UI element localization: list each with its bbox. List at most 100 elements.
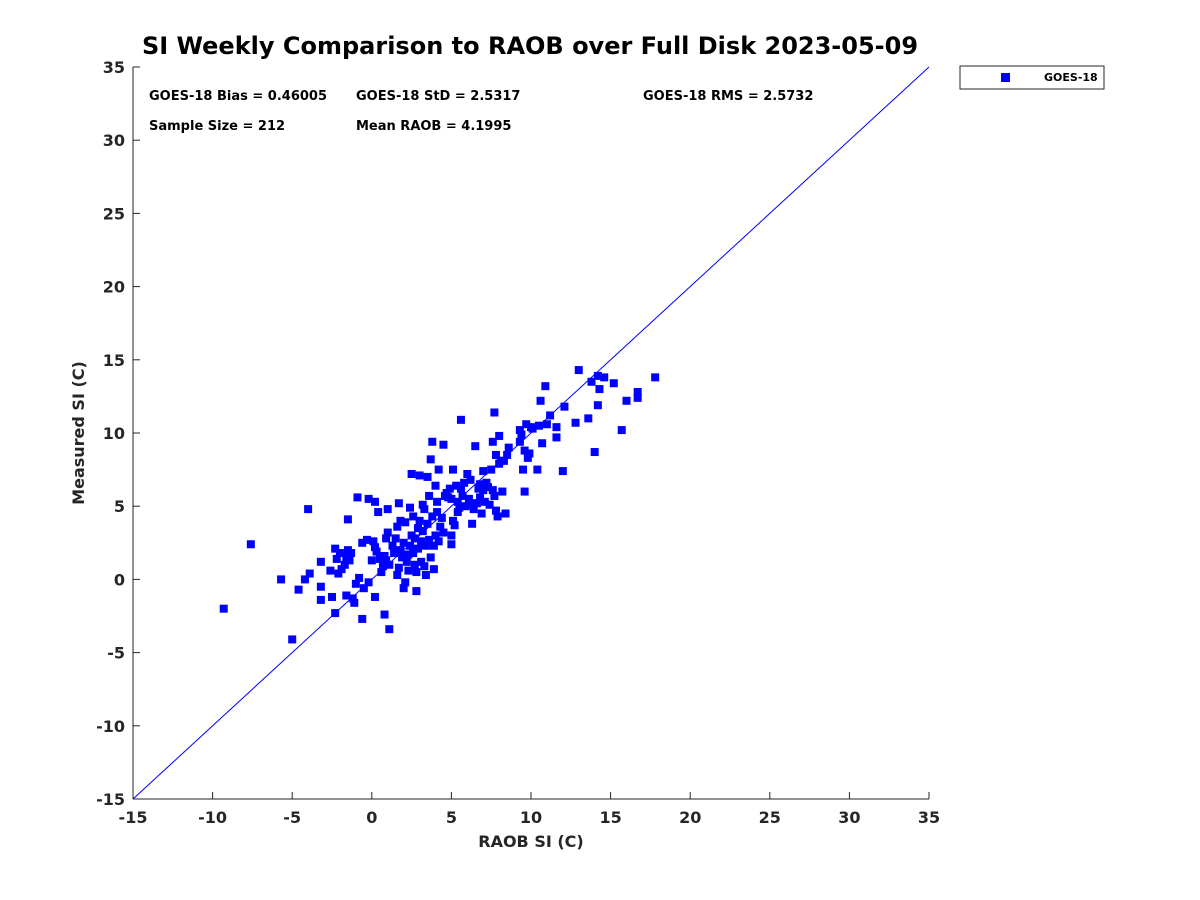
scatter-point [448, 465, 457, 474]
y-tick-label: 15 [103, 351, 125, 370]
scatter-point [431, 531, 440, 540]
scatter-point [326, 566, 335, 575]
scatter-point [493, 512, 502, 521]
reference-line-group [132, 66, 930, 800]
scatter-point [394, 563, 403, 572]
scatter-point [407, 469, 416, 478]
scatter-point [426, 553, 435, 562]
scatter-point [484, 483, 493, 492]
scatter-point [304, 505, 313, 514]
scatter-point [393, 571, 402, 580]
scatter-point [404, 566, 413, 575]
stat-bias: GOES-18 Bias = 0.46005 [149, 89, 327, 104]
scatter-point [406, 503, 415, 512]
scatter-point [456, 415, 465, 424]
scatter-point [359, 584, 368, 593]
scatter-point [334, 569, 343, 578]
scatter-point [219, 604, 228, 613]
y-tick-label: 25 [103, 204, 125, 223]
scatter-point [388, 541, 397, 550]
scatter-point [542, 420, 551, 429]
scatter-point [428, 437, 437, 446]
scatter-point [442, 489, 451, 498]
scatter-point [401, 578, 410, 587]
y-tick-label: 35 [103, 58, 125, 77]
scatter-point [413, 524, 422, 533]
scatter-point [488, 486, 497, 495]
scatter-point [246, 540, 255, 549]
scatter-point [358, 614, 367, 623]
x-tick-label: -10 [198, 808, 227, 827]
scatter-point [425, 491, 434, 500]
scatter-point [498, 487, 507, 496]
scatter-point [455, 503, 464, 512]
scatter-point [490, 491, 499, 500]
x-tick-label: -15 [119, 808, 148, 827]
scatter-point [595, 385, 604, 394]
scatter-point [412, 568, 421, 577]
scatter-point [396, 546, 405, 555]
scatter-point [437, 513, 446, 522]
scatter-point [421, 541, 430, 550]
scatter-point [617, 426, 626, 435]
stat-rms: GOES-18 RMS = 2.5732 [643, 89, 813, 104]
scatter-point [590, 448, 599, 457]
scatter-point [426, 455, 435, 464]
scatter-point [466, 475, 475, 484]
scatter-point [633, 388, 642, 397]
scatter-point [385, 560, 394, 569]
scatter-point [316, 557, 325, 566]
scatter-point [433, 508, 442, 517]
scatter-point [490, 408, 499, 417]
scatter-point [335, 549, 344, 558]
scatter-point [546, 411, 555, 420]
scatter-point [410, 560, 419, 569]
y-tick-label: -5 [107, 644, 125, 663]
scatter-point [523, 453, 532, 462]
scatter-point [461, 502, 470, 511]
y-tick-label: 30 [103, 131, 125, 150]
scatter-point [587, 377, 596, 386]
scatter-point [393, 522, 402, 531]
x-axis-label: RAOB SI (C) [478, 832, 583, 851]
scatter-point [420, 505, 429, 514]
scatter-point [331, 544, 340, 553]
scatter-point [374, 508, 383, 517]
scatter-point [399, 538, 408, 547]
scatter-point [439, 528, 448, 537]
one-to-one-reference-line [132, 66, 930, 800]
scatter-point [404, 550, 413, 559]
scatter-point [436, 522, 445, 531]
scatter-point [294, 585, 303, 594]
scatter-point [413, 544, 422, 553]
stat-sample-size: Sample Size = 212 [149, 119, 285, 134]
scatter-point [378, 562, 387, 571]
scatter-point [622, 396, 631, 405]
scatter-point [355, 573, 364, 582]
scatter-point [423, 519, 432, 528]
scatter-point [534, 421, 543, 430]
scatter-point [418, 500, 427, 509]
scatter-point [453, 497, 462, 506]
scatter-point [390, 549, 399, 558]
scatter-point [456, 484, 465, 493]
scatter-point [316, 582, 325, 591]
scatter-point [363, 535, 372, 544]
scatter-point [491, 450, 500, 459]
scatter-point [409, 512, 418, 521]
y-tick-label: 0 [114, 570, 125, 589]
x-tick-label: 25 [759, 808, 781, 827]
scatter-point [351, 579, 360, 588]
stat-std: GOES-18 StD = 2.5317 [356, 89, 520, 104]
scatter-point [417, 557, 426, 566]
scatter-point [488, 437, 497, 446]
scatter-point [499, 456, 508, 465]
scatter-point [420, 562, 429, 571]
scatter-point [409, 549, 418, 558]
scatter-point [385, 625, 394, 634]
scatter-point [369, 537, 378, 546]
x-tick-label: 10 [520, 808, 542, 827]
x-tick-label: 30 [838, 808, 860, 827]
x-tick-label: 0 [366, 808, 377, 827]
scatter-point [434, 465, 443, 474]
